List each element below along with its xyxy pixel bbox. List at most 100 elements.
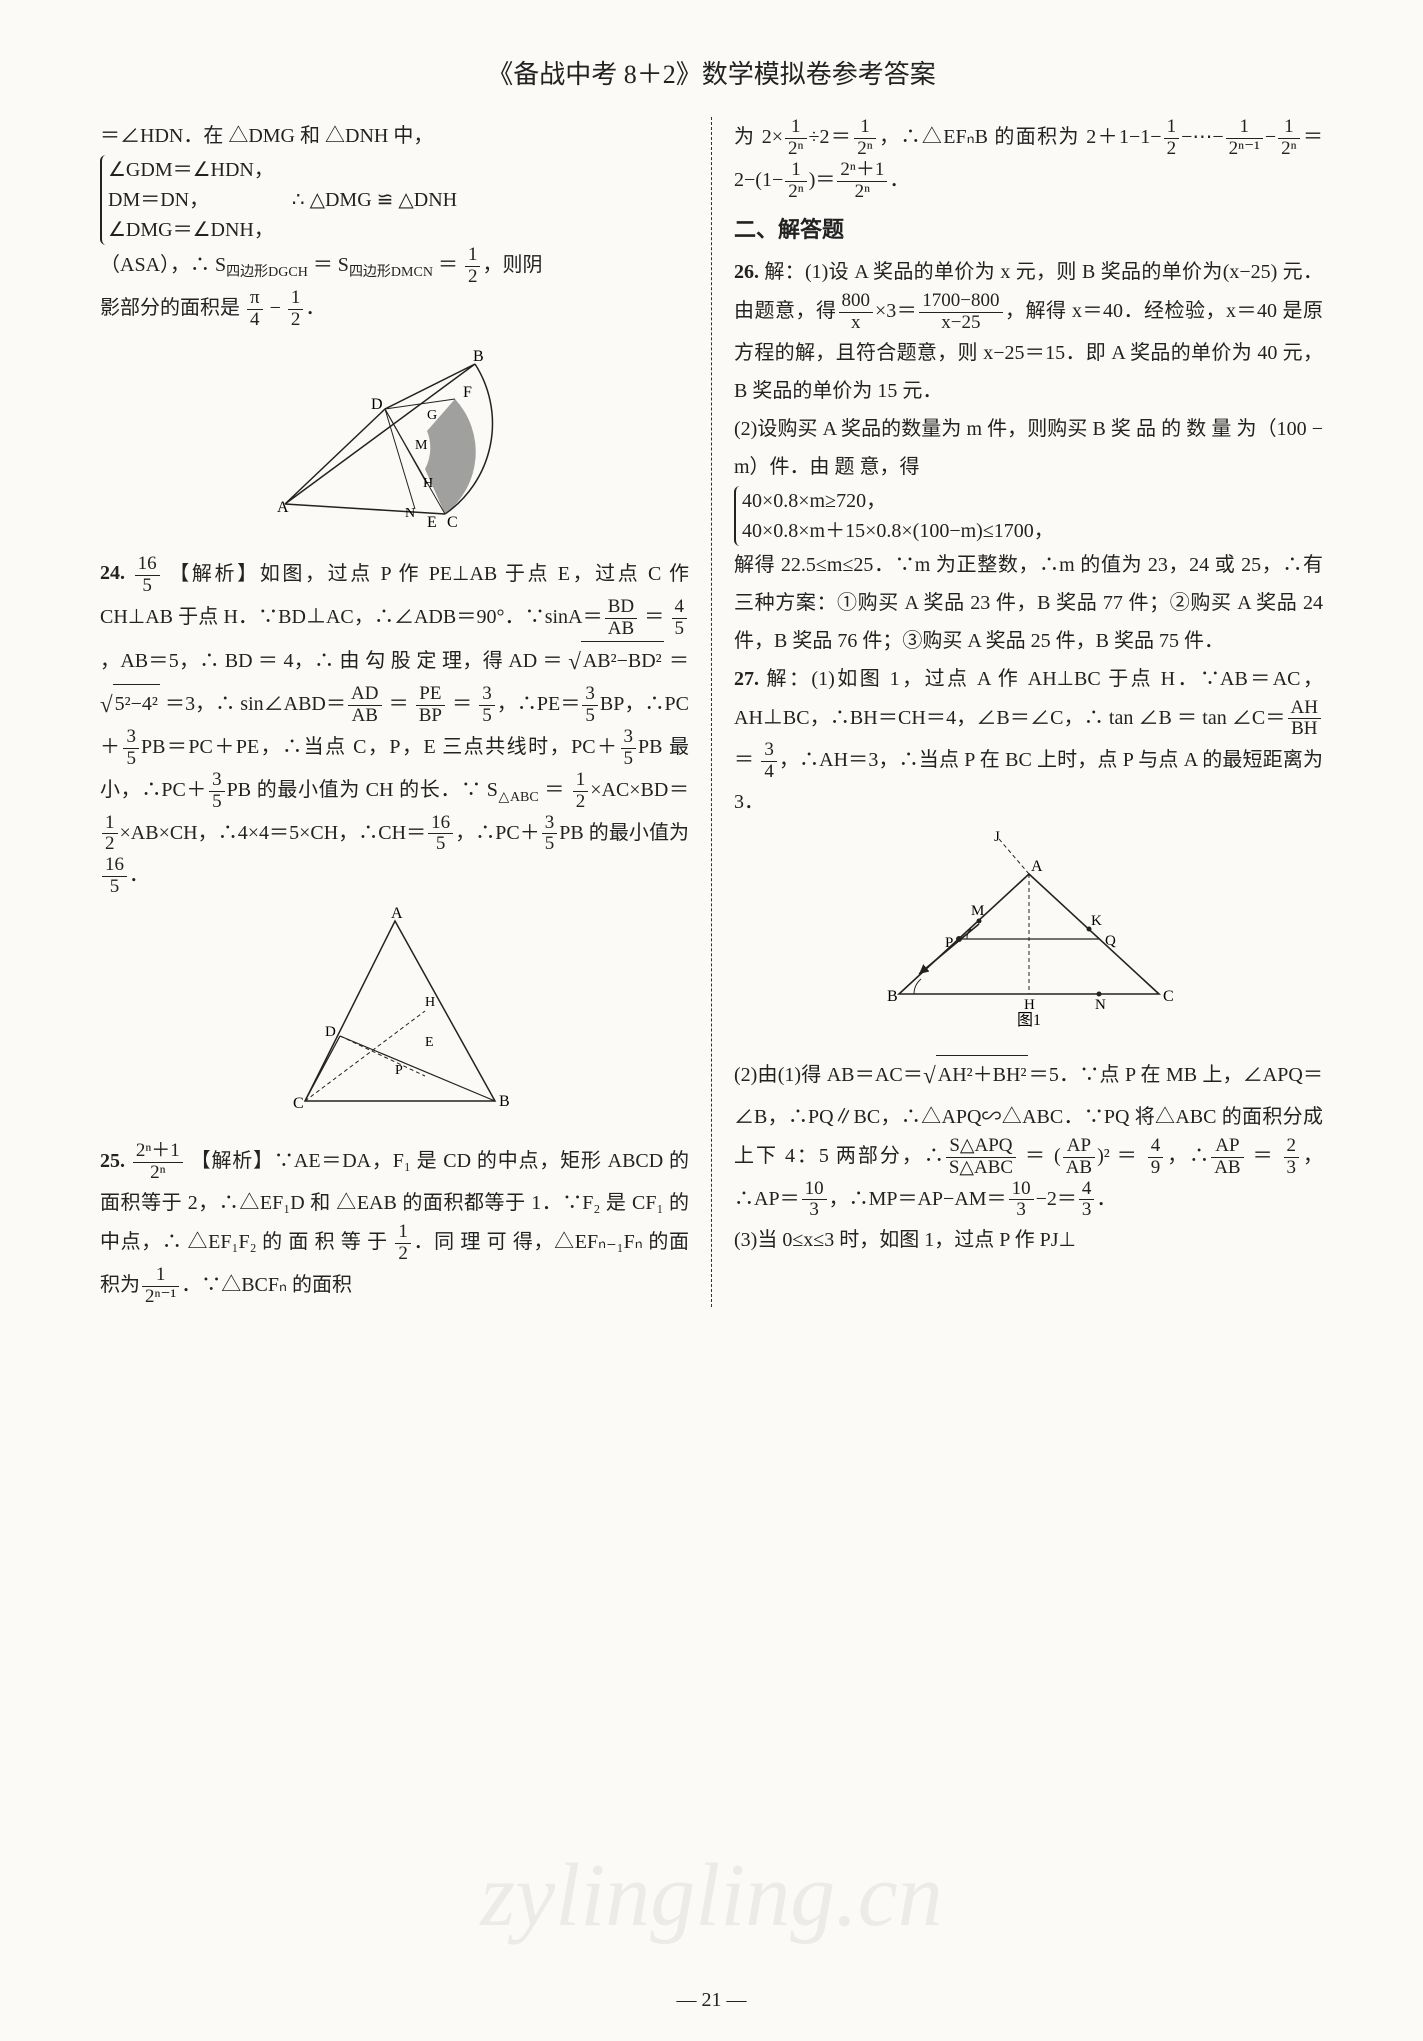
answer-fraction: 165 xyxy=(135,554,160,597)
text: 解：(1)如图 1，过点 A 作 AH⊥BC 于点 H．∵AB＝AC，AH⊥BC… xyxy=(734,668,1323,729)
text: PB 的最小值为 xyxy=(559,822,689,844)
fraction: 34 xyxy=(761,740,777,783)
text: ． xyxy=(889,169,909,191)
radical-sign: √ xyxy=(923,1063,936,1088)
svg-text:B: B xyxy=(499,1093,510,1110)
svg-text:A: A xyxy=(391,906,403,922)
fraction: 12ⁿ xyxy=(1278,117,1299,160)
svg-text:P: P xyxy=(945,935,953,951)
svg-text:A: A xyxy=(277,499,289,516)
fraction: 49 xyxy=(1148,1136,1164,1179)
text: ，∴AH＝3，∴当点 P 在 BC 上时，点 P 与点 A 的最短距离为 3． xyxy=(734,749,1323,813)
text: ，∴ xyxy=(1165,1145,1209,1167)
text: −⋯− xyxy=(1181,126,1224,148)
subscript: 四边形DMCN xyxy=(349,265,433,280)
text: ＝ xyxy=(664,650,689,672)
fraction: BDAB xyxy=(605,597,637,640)
fraction: 103 xyxy=(802,1179,827,1222)
radical-sign: √ xyxy=(568,649,581,674)
text: − xyxy=(265,297,286,319)
page: 《备战中考 8＋2》数学模拟卷参考答案 ＝∠HDN．在 △DMG 和 △DNH … xyxy=(0,0,1423,2041)
text: ，∴PC＋ xyxy=(455,822,540,844)
svg-text:P: P xyxy=(395,1063,403,1078)
fraction: 35 xyxy=(209,770,225,813)
fraction: 12ⁿ xyxy=(785,160,806,203)
text: 影部分的面积是 xyxy=(100,297,245,319)
text: PB＝PC＋PE，∴当点 C，P，E 三点共线时，PC＋ xyxy=(141,736,619,758)
svg-text:D: D xyxy=(371,396,383,413)
sqrt: AB²−BD² xyxy=(581,641,664,680)
text: ∴ △DMG ≌ △DNH xyxy=(292,181,457,219)
text: ． xyxy=(129,864,149,886)
svg-text:H: H xyxy=(1024,997,1035,1013)
svg-text:H: H xyxy=(425,995,435,1010)
watermark: zylingling.cn xyxy=(480,1810,942,1981)
case-line: ∠GDM＝∠HDN， xyxy=(108,155,274,185)
text: ． xyxy=(1096,1188,1116,1210)
column-divider xyxy=(711,117,712,1307)
text: ＝3，∴ sin∠ABD＝ xyxy=(160,693,346,715)
fraction: ADAB xyxy=(348,684,381,727)
right-column: 为 2×12ⁿ÷2＝12ⁿ，∴△EFₙB 的面积为 2＋1−1−12−⋯−12ⁿ… xyxy=(724,117,1333,1307)
fraction: 12 xyxy=(288,288,304,331)
figure-1-svg: A B C D E F G H M N xyxy=(265,339,525,529)
question-number: 24. xyxy=(100,562,125,584)
svg-text:N: N xyxy=(1095,997,1106,1013)
question-number: 25. xyxy=(100,1150,125,1172)
fraction: APAB xyxy=(1211,1136,1243,1179)
text: ＝ xyxy=(639,606,669,628)
fraction: 12ⁿ⁻¹ xyxy=(1226,117,1263,160)
svg-text:E: E xyxy=(425,1035,434,1050)
svg-text:C: C xyxy=(447,514,458,529)
text: ，∴MP＝AP−AM＝ xyxy=(829,1188,1007,1210)
fraction: 45 xyxy=(672,597,688,640)
svg-text:G: G xyxy=(427,408,437,423)
text: ×3＝ xyxy=(875,300,917,322)
figure-2: A B C D E H P xyxy=(100,906,689,1129)
text: ，∴PE＝ xyxy=(497,693,581,715)
fraction: AHBH xyxy=(1288,698,1321,741)
text: PB 的最小值为 CH 的长．∵ S xyxy=(227,779,498,801)
figure-2-svg: A B C D E H P xyxy=(265,906,525,1116)
fraction: 35 xyxy=(582,684,598,727)
text: ，则阴 xyxy=(482,254,542,276)
cases-brace: ∠GDM＝∠HDN， DM＝DN， ∠DMG＝∠DNH， xyxy=(100,155,274,245)
text: (2)设购买 A 奖品的数量为 m 件，则购买 B 奖 品 的 数 量 为（10… xyxy=(734,418,1323,478)
case-line: 40×0.8×m≥720， xyxy=(742,486,1054,516)
sqrt: 5²−4² xyxy=(113,684,160,723)
text: ＝ xyxy=(1246,1145,1282,1167)
svg-text:Q: Q xyxy=(1105,933,1116,949)
svg-text:A: A xyxy=(1031,858,1043,875)
svg-text:E: E xyxy=(427,514,437,529)
left-column: ＝∠HDN．在 △DMG 和 △DNH 中， ∠GDM＝∠HDN， DM＝DN，… xyxy=(90,117,699,1307)
section-title: 二、解答题 xyxy=(734,209,1323,251)
fraction: 800x xyxy=(839,291,874,334)
text: −2＝ xyxy=(1036,1188,1077,1210)
text: ×AC×BD＝ xyxy=(590,779,689,801)
text: ＝ xyxy=(447,693,477,715)
fraction: 35 xyxy=(479,684,495,727)
text: ( xyxy=(1054,1145,1061,1167)
text: ＝ S xyxy=(308,254,349,276)
fraction: 43 xyxy=(1079,1179,1095,1222)
fraction: 1700−800x−25 xyxy=(919,291,1002,334)
svg-text:C: C xyxy=(293,1095,304,1112)
text: ÷2＝ xyxy=(809,126,853,148)
figure-1: A B C D E F G H M N xyxy=(100,339,689,542)
text: ．∵△BCFₙ 的面积 xyxy=(181,1274,352,1296)
fraction: 35 xyxy=(123,727,139,770)
fraction: 165 xyxy=(102,855,127,898)
text: ＝ xyxy=(433,254,463,276)
radical-sign: √ xyxy=(100,692,113,717)
page-number: — 21 — xyxy=(0,1981,1423,2019)
fraction: 12ⁿ xyxy=(785,117,806,160)
fraction: 23 xyxy=(1284,1136,1300,1179)
text: ＝ xyxy=(539,779,571,801)
fraction: 103 xyxy=(1009,1179,1034,1222)
fraction: 12 xyxy=(573,770,589,813)
svg-text:J: J xyxy=(994,829,1000,845)
svg-text:图1: 图1 xyxy=(1017,1012,1041,1029)
svg-text:C: C xyxy=(1163,988,1174,1005)
svg-text:B: B xyxy=(887,988,898,1005)
fraction: 12 xyxy=(1164,117,1180,160)
